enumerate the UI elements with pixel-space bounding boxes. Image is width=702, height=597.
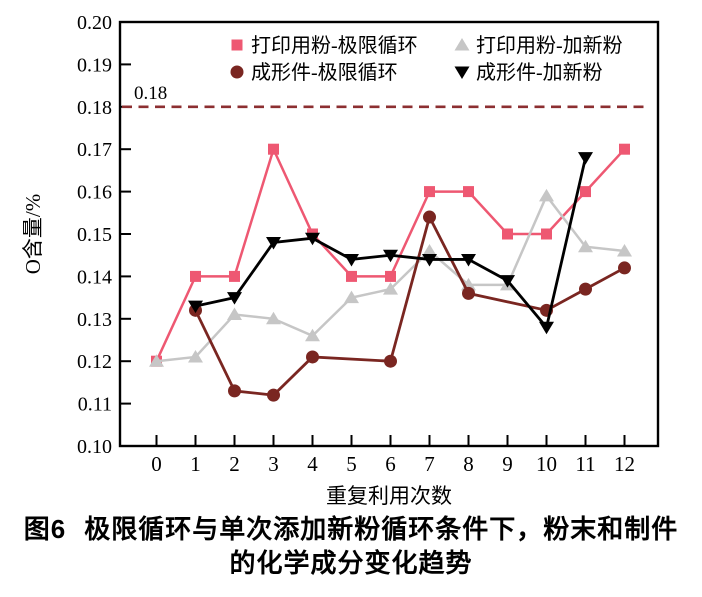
data-point-series-0	[346, 270, 357, 282]
data-point-series-2	[267, 388, 280, 402]
data-point-series-0	[463, 186, 474, 198]
legend-marker-square	[231, 39, 243, 51]
data-point-series-2	[618, 261, 631, 275]
legend-marker-triangle-down	[454, 66, 470, 79]
data-point-series-1	[578, 239, 593, 253]
data-point-series-3	[539, 321, 554, 335]
x-tick-label: 12	[614, 452, 635, 476]
data-point-series-1	[227, 307, 242, 321]
legend-label: 成形件-加新粉	[476, 61, 603, 84]
x-tick-label: 7	[424, 452, 435, 476]
x-tick-label: 10	[536, 452, 557, 476]
legend-label: 成形件-极限循环	[251, 61, 398, 84]
x-axis-title: 重复利用次数	[326, 484, 452, 508]
y-tick-label: 0.17	[77, 139, 112, 161]
y-tick-label: 0.18	[77, 97, 112, 119]
legend-label: 打印用粉-加新粉	[476, 34, 623, 57]
data-point-series-2	[384, 354, 397, 368]
data-point-series-1	[383, 282, 398, 295]
data-point-series-0	[619, 143, 630, 155]
data-point-series-1	[539, 188, 554, 202]
y-axis-title: O含量/%	[21, 194, 45, 275]
data-point-series-0	[385, 270, 396, 282]
data-point-series-3	[266, 236, 281, 250]
data-point-series-0	[580, 186, 591, 198]
data-point-series-1	[266, 311, 281, 325]
caption-text-1: 极限循环与单次添加新粉循环条件下，粉末和制件	[84, 514, 679, 544]
y-tick-label: 0.14	[77, 266, 112, 288]
data-point-series-1	[149, 354, 164, 367]
y-tick-label: 0.20	[77, 12, 112, 34]
y-tick-label: 0.15	[77, 224, 112, 246]
data-point-series-1	[344, 290, 359, 304]
series-line-2	[194, 213, 626, 397]
threshold-label: 0.18	[134, 83, 167, 104]
y-tick-label: 0.11	[78, 394, 112, 416]
data-point-series-3	[383, 249, 398, 263]
data-point-series-3	[578, 152, 593, 165]
data-point-series-1	[305, 328, 320, 342]
data-point-series-0	[502, 228, 513, 240]
x-tick-label: 0	[151, 452, 162, 476]
data-point-series-0	[190, 270, 201, 282]
y-tick-label: 0.13	[77, 309, 112, 331]
data-point-series-0	[229, 270, 240, 282]
data-point-series-3	[188, 300, 203, 314]
data-point-series-1	[617, 243, 632, 257]
data-point-series-1	[188, 349, 203, 363]
caption-line-2: 的化学成分变化趋势	[229, 548, 473, 578]
y-tick-label: 0.19	[77, 54, 112, 76]
figure-number: 图6	[23, 514, 67, 544]
y-tick-label: 0.10	[77, 436, 112, 458]
data-point-series-0	[268, 143, 279, 155]
data-point-series-3	[305, 232, 320, 246]
data-point-series-3	[344, 253, 359, 267]
data-point-series-3	[227, 292, 242, 305]
data-point-series-2	[423, 210, 436, 224]
x-tick-label: 4	[307, 452, 318, 476]
data-point-series-2	[306, 350, 319, 364]
data-point-series-2	[462, 286, 475, 300]
x-tick-label: 2	[229, 452, 240, 476]
legend-label: 打印用粉-极限循环	[251, 34, 418, 57]
data-point-series-2	[228, 384, 241, 398]
y-tick-label: 0.12	[77, 351, 112, 373]
x-tick-label: 6	[385, 452, 396, 476]
legend-marker-circle	[230, 65, 244, 79]
x-tick-label: 1	[190, 452, 201, 476]
figure-caption: 图6 极限循环与单次添加新粉循环条件下，粉末和制件 的化学成分变化趋势	[0, 512, 702, 580]
data-point-series-0	[541, 228, 552, 240]
data-point-series-0	[424, 186, 435, 198]
x-tick-label: 3	[268, 452, 279, 476]
line-chart: 0.20 0.19 0.18 0.17 0.16 0.15 0.14 0.13 0.12 0.11…	[21, 12, 660, 508]
legend-marker-triangle-up	[454, 38, 470, 51]
x-tick-label: 9	[502, 452, 513, 476]
data-point-series-3	[500, 275, 515, 288]
caption-line-1: 图6 极限循环与单次添加新粉循环条件下，粉末和制件	[0, 512, 702, 546]
plot-frame	[118, 20, 660, 448]
data-point-series-2	[579, 282, 592, 296]
x-tick-label: 11	[575, 452, 595, 476]
x-tick-label: 5	[346, 452, 357, 476]
y-tick-label: 0.16	[77, 182, 112, 204]
data-point-series-3	[461, 253, 476, 267]
data-point-series-1	[422, 243, 437, 257]
x-tick-label: 8	[463, 452, 474, 476]
data-point-series-3	[422, 253, 437, 267]
